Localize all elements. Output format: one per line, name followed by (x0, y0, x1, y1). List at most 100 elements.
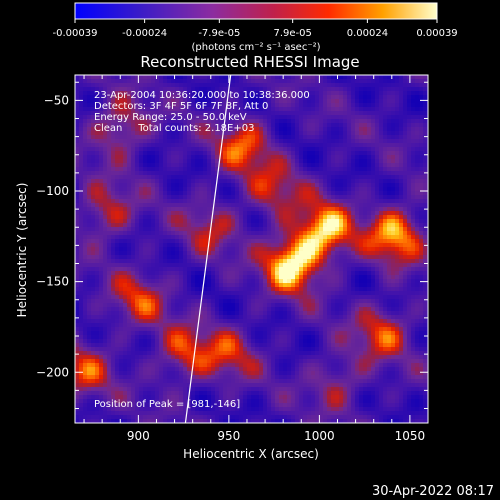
heatmap-cell (227, 391, 231, 395)
heatmap-cell (131, 247, 135, 251)
heatmap-cell (263, 283, 267, 287)
heatmap-cell (95, 231, 99, 235)
heatmap-cell (299, 143, 303, 147)
heatmap-cell (175, 199, 179, 203)
heatmap-cell (139, 363, 143, 367)
heatmap-cell (251, 131, 255, 135)
heatmap-cell (95, 339, 99, 343)
heatmap-cell (115, 395, 119, 399)
heatmap-cell (103, 199, 107, 203)
heatmap-cell (167, 307, 171, 311)
heatmap-cell (267, 247, 271, 251)
heatmap-cell (175, 311, 179, 315)
heatmap-cell (275, 107, 279, 111)
heatmap-cell (135, 403, 139, 407)
heatmap-cell (75, 263, 79, 267)
heatmap-cell (283, 207, 287, 211)
heatmap-cell (131, 343, 135, 347)
heatmap-cell (179, 75, 183, 79)
heatmap-cell (191, 407, 195, 411)
heatmap-cell (83, 315, 87, 319)
heatmap-cell (91, 287, 95, 291)
heatmap-cell (143, 355, 147, 359)
heatmap-cell (259, 275, 263, 279)
heatmap-cell (155, 355, 159, 359)
heatmap-cell (215, 371, 219, 375)
heatmap-cell (275, 339, 279, 343)
heatmap-cell (251, 279, 255, 283)
heatmap-cell (135, 195, 139, 199)
heatmap-cell (131, 115, 135, 119)
heatmap-cell (207, 231, 211, 235)
heatmap-cell (75, 267, 79, 271)
heatmap-cell (135, 295, 139, 299)
heatmap-cell (155, 203, 159, 207)
heatmap-cell (255, 243, 259, 247)
heatmap-cell (147, 111, 151, 115)
heatmap-cell (179, 187, 183, 191)
heatmap-cell (227, 307, 231, 311)
heatmap-cell (231, 395, 235, 399)
heatmap-cell (115, 251, 119, 255)
heatmap-cell (123, 175, 127, 179)
heatmap-cell (247, 395, 251, 399)
heatmap-cell (291, 387, 295, 391)
heatmap-cell (219, 91, 223, 95)
heatmap-cell (187, 251, 191, 255)
heatmap-cell (171, 227, 175, 231)
heatmap-cell (203, 311, 207, 315)
heatmap-cell (151, 79, 155, 83)
heatmap-cell (291, 271, 295, 275)
heatmap-cell (123, 319, 127, 323)
heatmap-cell (147, 387, 151, 391)
heatmap-cell (115, 183, 119, 187)
heatmap-cell (179, 119, 183, 123)
heatmap-cell (231, 123, 235, 127)
heatmap-cell (179, 359, 183, 363)
heatmap-cell (191, 339, 195, 343)
heatmap-cell (195, 147, 199, 151)
heatmap-cell (259, 307, 263, 311)
heatmap-cell (115, 375, 119, 379)
heatmap-cell (183, 111, 187, 115)
heatmap-cell (187, 343, 191, 347)
heatmap-cell (139, 311, 143, 315)
heatmap-cell (287, 291, 291, 295)
heatmap-cell (235, 419, 239, 423)
heatmap-cell (195, 411, 199, 415)
heatmap-cell (135, 419, 139, 423)
heatmap-cell (223, 103, 227, 107)
heatmap-cell (87, 335, 91, 339)
heatmap-cell (239, 95, 243, 99)
heatmap-cell (175, 407, 179, 411)
heatmap-cell (287, 87, 291, 91)
heatmap-cell (155, 147, 159, 151)
heatmap-cell (219, 359, 223, 363)
heatmap-cell (143, 79, 147, 83)
heatmap-cell (107, 195, 111, 199)
heatmap-cell (95, 131, 99, 135)
heatmap-cell (267, 111, 271, 115)
heatmap-cell (163, 259, 167, 263)
heatmap-cell (199, 87, 203, 91)
heatmap-cell (299, 299, 303, 303)
heatmap-cell (207, 155, 211, 159)
heatmap-cell (179, 83, 183, 87)
heatmap-cell (203, 227, 207, 231)
heatmap-cell (135, 415, 139, 419)
heatmap-cell (167, 219, 171, 223)
heatmap-cell (215, 155, 219, 159)
heatmap-cell (191, 207, 195, 211)
heatmap-cell (75, 251, 79, 255)
heatmap-cell (103, 83, 107, 87)
heatmap-cell (207, 195, 211, 199)
heatmap-cell (243, 335, 247, 339)
heatmap-cell (147, 379, 151, 383)
heatmap-cell (167, 139, 171, 143)
heatmap-cell (275, 283, 279, 287)
heatmap-cell (119, 367, 123, 371)
heatmap-cell (255, 371, 259, 375)
heatmap-cell (235, 271, 239, 275)
heatmap-cell (267, 227, 271, 231)
heatmap-cell (111, 371, 115, 375)
